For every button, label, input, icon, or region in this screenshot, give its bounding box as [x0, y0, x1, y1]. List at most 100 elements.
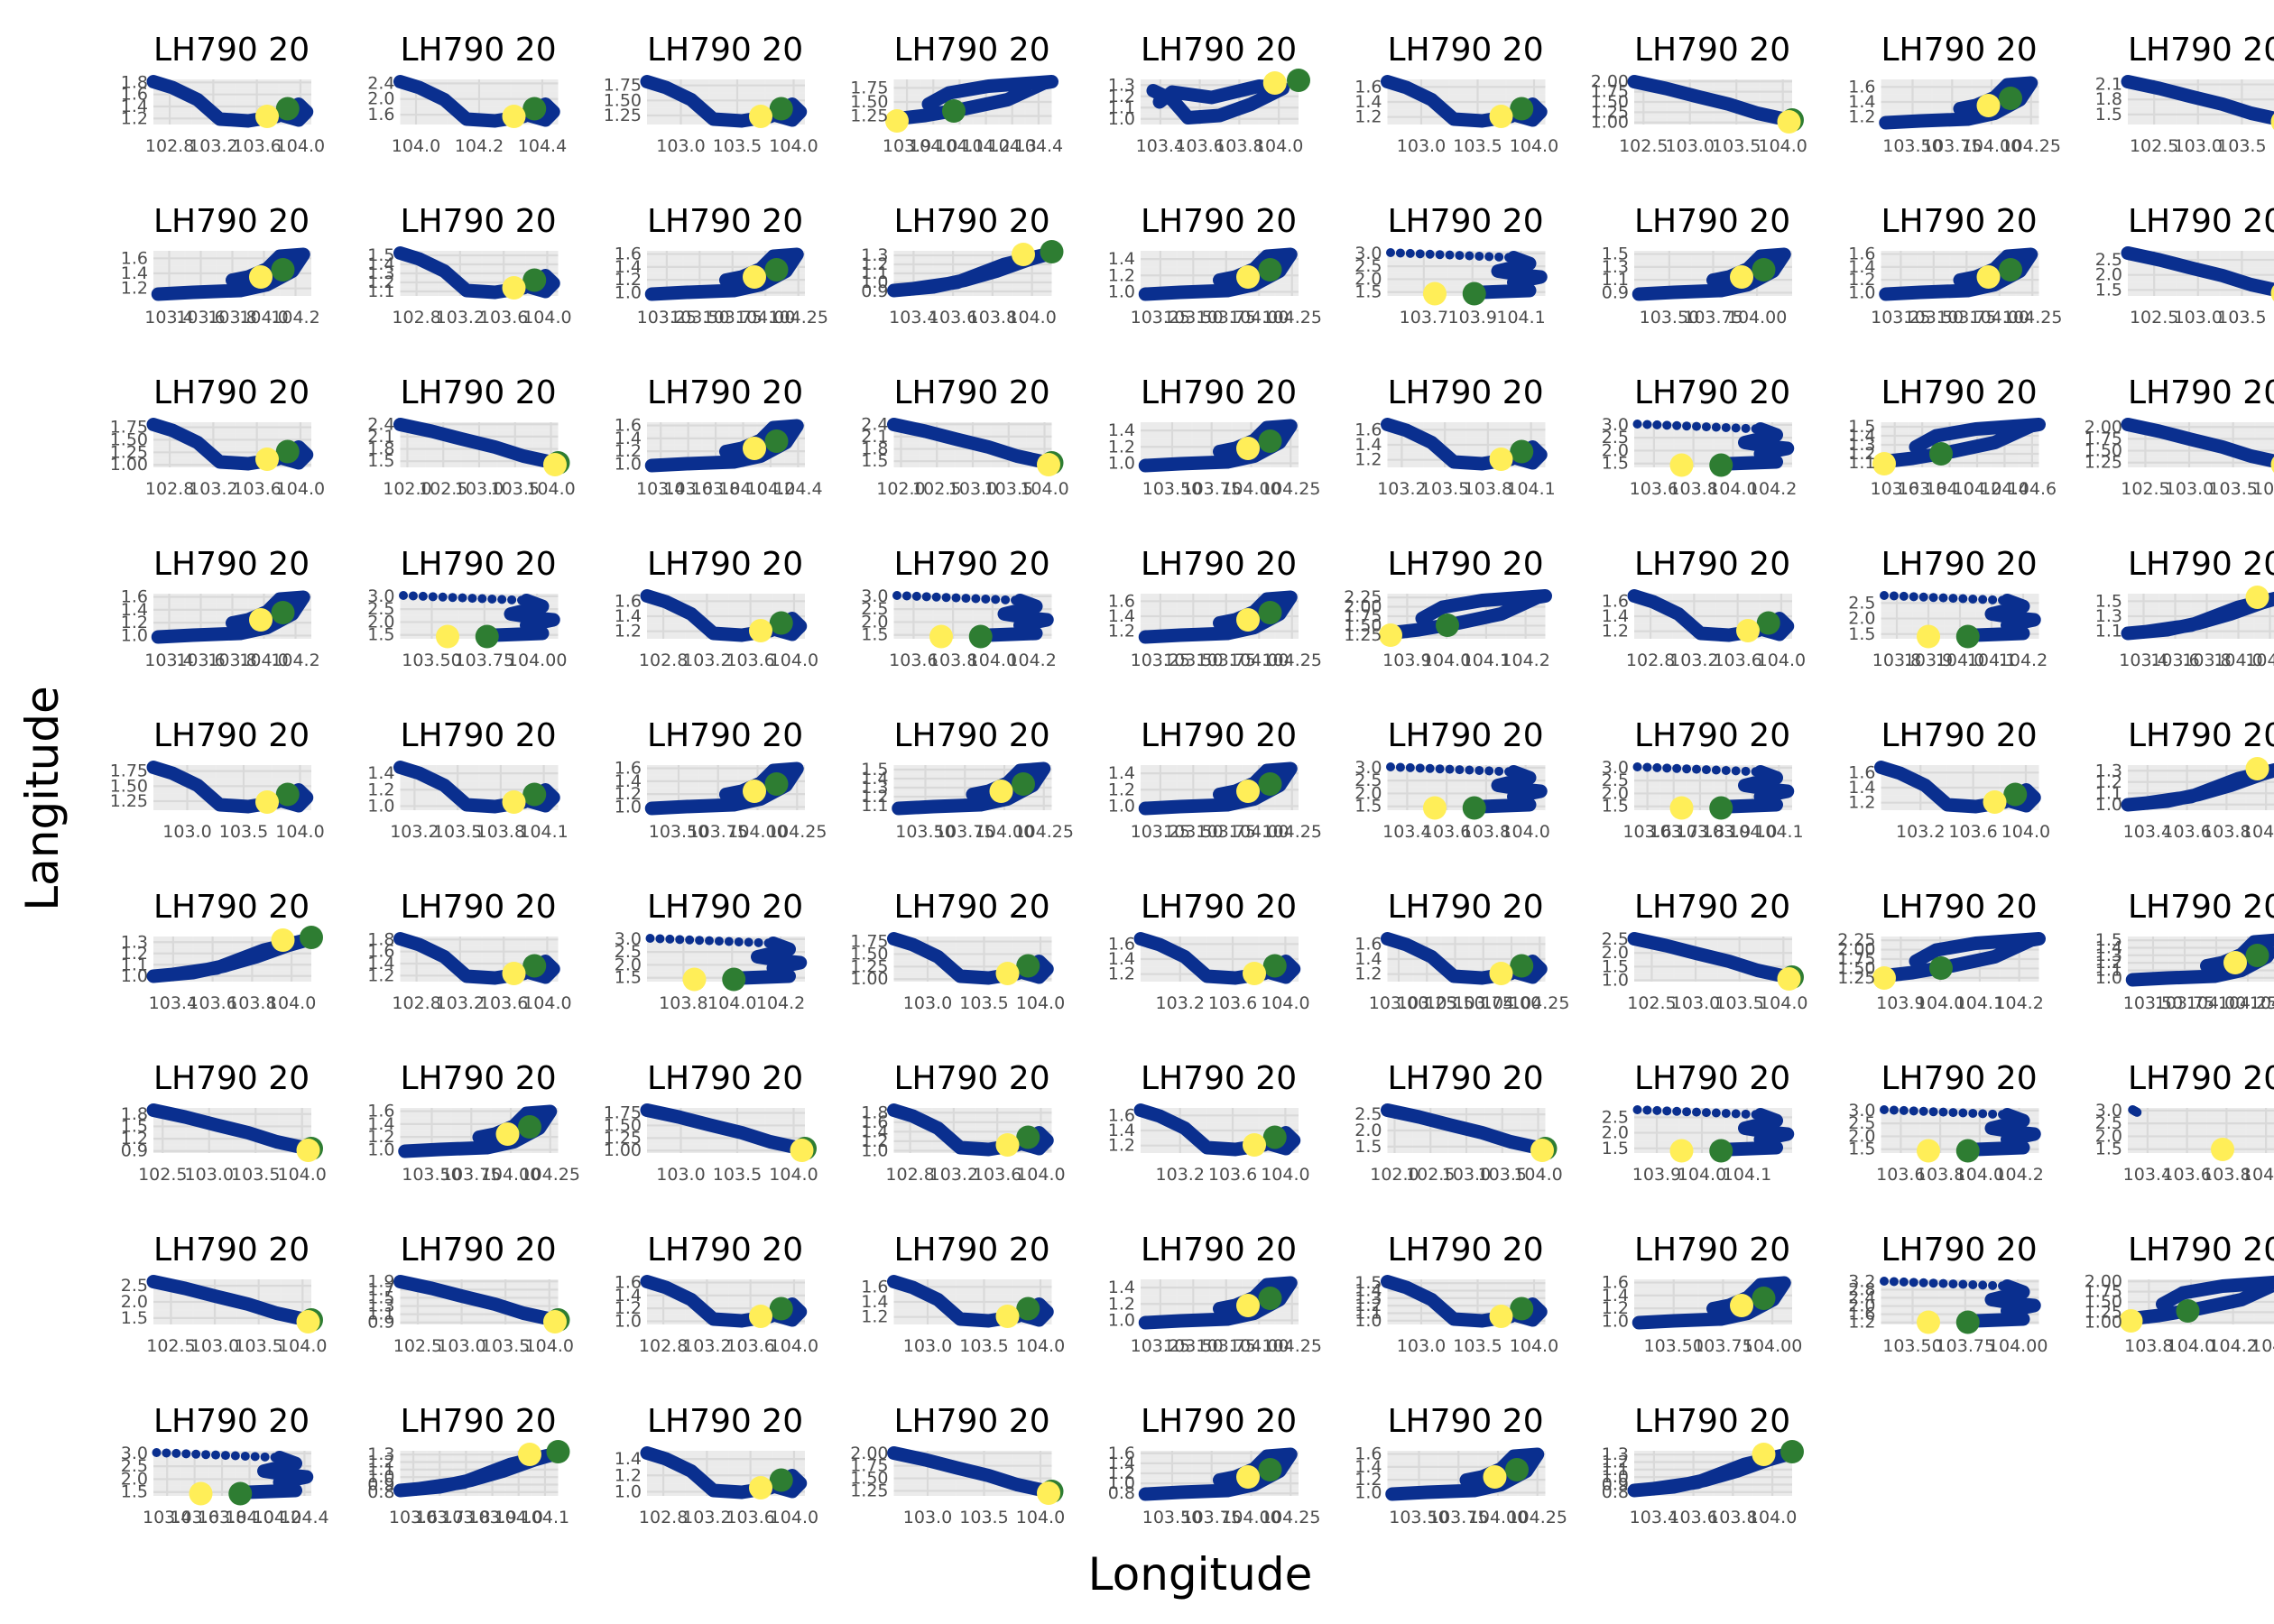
- y-tick-label: 1.2: [861, 787, 888, 807]
- x-tick-label: 103.50: [1163, 308, 1223, 328]
- y-tick-label: 1.0: [1108, 1310, 1135, 1330]
- y-tick-label: 1.5: [367, 451, 394, 471]
- track-point: [1386, 762, 1395, 771]
- x-tick-label: 104.0: [968, 651, 1017, 670]
- x-tick-label: 103.5: [1453, 136, 1502, 156]
- x-tick-label: 103.5: [1712, 136, 1761, 156]
- x-tick-label: 103.2: [682, 1508, 731, 1527]
- end-point-marker: [743, 265, 766, 289]
- x-tick-label: 103.0: [948, 479, 997, 499]
- x-tick-label: 103.2: [189, 136, 237, 156]
- x-tick-label: 104.00: [1221, 479, 1280, 499]
- start-point-marker: [271, 601, 295, 624]
- y-tick-label: 1.6: [121, 248, 148, 268]
- x-tick-label: 104.0: [1501, 822, 1549, 842]
- start-point-marker: [1262, 954, 1287, 978]
- panel-title: LH790 20: [1881, 717, 2038, 754]
- track-point: [1968, 1279, 1978, 1289]
- panel-title: LH790 20: [1388, 1232, 1544, 1269]
- panel-title: LH790 20: [2128, 1060, 2274, 1097]
- y-tick-label: 1.1: [861, 263, 888, 283]
- y-tick-label: 1.4: [615, 1449, 642, 1469]
- y-tick-label: 1.2: [615, 622, 642, 641]
- track-point: [1741, 1109, 1751, 1119]
- x-tick-label: 104.0: [1016, 993, 1065, 1013]
- x-tick-label: 102.8: [145, 136, 194, 156]
- x-tick-label: 103.50: [1904, 308, 1964, 328]
- x-tick-label: 104.1: [1955, 993, 2004, 1013]
- end-point-marker: [249, 265, 273, 289]
- y-tick-label: 1.5: [861, 625, 888, 645]
- x-tick-label: 103.75: [1182, 1508, 1242, 1527]
- track-point: [1711, 765, 1721, 775]
- x-tick-label: 104.0: [225, 1508, 273, 1527]
- x-tick-label: 103.75: [1454, 993, 1513, 1013]
- x-tick-label: 103.6: [929, 308, 977, 328]
- y-tick-label: 1.2: [2095, 953, 2122, 973]
- x-tick-label: 104.0: [1678, 1165, 1726, 1185]
- flight-track: [982, 594, 1054, 642]
- x-tick-label: 103.2: [1156, 993, 1205, 1013]
- x-tick-label: 103.6: [176, 308, 225, 328]
- y-tick-label: 1.2: [121, 1129, 148, 1149]
- x-tick-label: 103.75: [1693, 1336, 1752, 1356]
- track-point: [1958, 1279, 1968, 1289]
- x-tick-label: 103.25: [1131, 822, 1190, 842]
- start-point-marker: [1462, 796, 1486, 820]
- x-tick-label: 103.75: [1197, 1336, 1256, 1356]
- y-tick-label: 1.00: [1591, 113, 1629, 133]
- y-tick-label: 1.5: [2095, 1140, 2122, 1159]
- end-point-marker: [296, 1310, 320, 1333]
- x-tick-label: 103.5: [2217, 308, 2266, 328]
- y-tick-label: 1.3: [1354, 1288, 1382, 1308]
- y-tick-label: 1.4: [121, 263, 148, 283]
- y-tick-label: 1.3: [2095, 761, 2122, 780]
- track-point: [1918, 1278, 1928, 1287]
- flight-track: [241, 1451, 314, 1499]
- track-point: [1415, 249, 1425, 259]
- x-tick-label: 104.0: [239, 651, 288, 670]
- track-point: [1938, 1278, 1948, 1288]
- x-tick-label: 104.1: [1754, 822, 1803, 842]
- x-tick-label: 104.0: [392, 136, 440, 156]
- y-tick-label: 1.0: [1108, 796, 1135, 816]
- y-tick-label: 1.25: [1344, 625, 1382, 645]
- track-point: [685, 935, 695, 945]
- x-tick-label: 103.6: [479, 308, 528, 328]
- flight-track: [1475, 251, 1548, 300]
- end-point-marker: [1379, 623, 1402, 647]
- end-point-marker: [296, 1139, 320, 1162]
- track-point: [1701, 1108, 1711, 1118]
- x-tick-label: 104.4: [280, 1508, 328, 1527]
- y-tick-label: 1.6: [861, 1277, 888, 1296]
- track-point: [1662, 420, 1672, 430]
- panel-title: LH790 20: [153, 1403, 310, 1440]
- y-tick-label: 2.5: [1848, 593, 1875, 613]
- x-tick-label: 103.6: [1713, 651, 1761, 670]
- panel-title: LH790 20: [401, 203, 557, 240]
- x-tick-label: 104.0: [1759, 993, 1807, 1013]
- x-tick-label: 103.8: [1872, 651, 1921, 670]
- x-tick-label: 104.00: [1229, 651, 1289, 670]
- x-tick-label: 104.4: [518, 136, 567, 156]
- y-tick-label: 1.4: [615, 771, 642, 791]
- y-tick-label: 2.5: [1354, 770, 1382, 790]
- y-tick-label: 1.75: [850, 78, 888, 97]
- x-tick-label: 104.0: [1955, 1165, 2004, 1185]
- x-tick-label: 103.50: [649, 822, 708, 842]
- x-tick-label: 103.75: [1428, 1508, 1488, 1527]
- panel-title: LH790 20: [894, 546, 1050, 583]
- x-tick-label: 103.8: [227, 993, 276, 1013]
- track-point: [428, 592, 438, 602]
- x-tick-label: 104.0: [1254, 136, 1303, 156]
- panel-title: LH790 20: [647, 889, 803, 926]
- end-point-marker: [1872, 966, 1896, 990]
